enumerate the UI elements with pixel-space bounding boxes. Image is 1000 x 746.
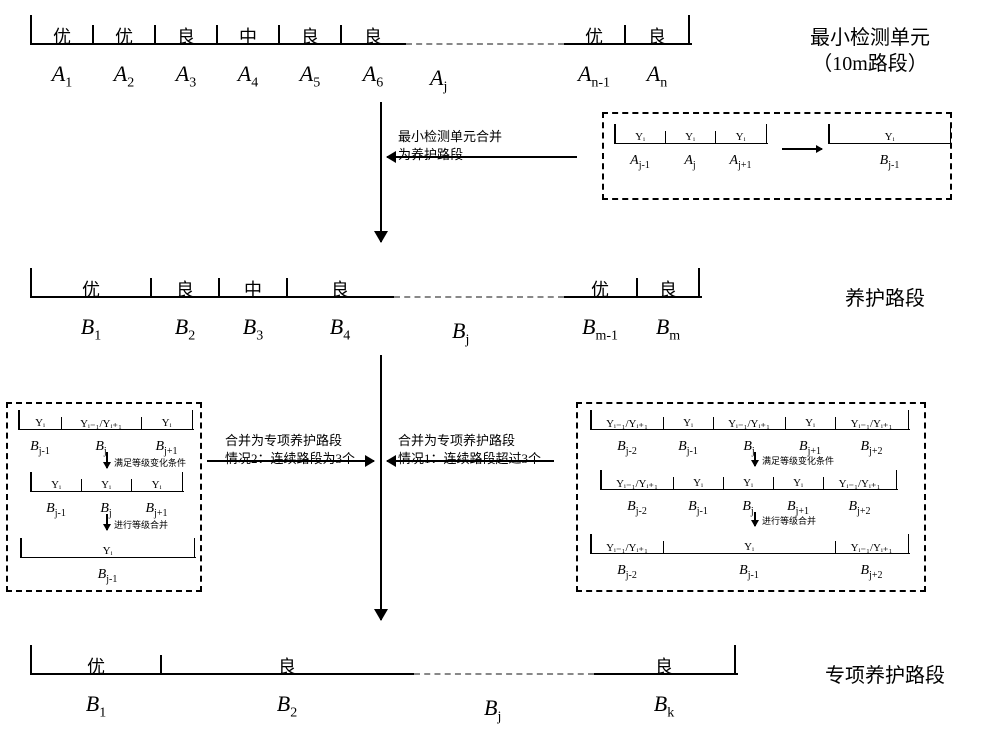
segment: 良A3	[156, 25, 218, 43]
stage1-bar-main: 优A1优A2良A3中A4良A5良A6	[30, 15, 406, 45]
stage2-bar-tail: 优Bm-1良Bm	[564, 268, 702, 298]
box2-note1: 满足等级变化条件	[114, 456, 186, 469]
segment: 中B3	[220, 278, 288, 296]
segment: YᵢBj-1	[22, 545, 194, 557]
segment: YᵢBj+1	[132, 479, 182, 491]
segment: YᵢBj	[724, 477, 774, 489]
box1-arrow	[782, 148, 822, 150]
segment: YᵢBj-1	[664, 541, 836, 553]
segment: 良A6	[342, 25, 404, 43]
arrow-2-3-lbl-L: 合并为专项养护路段情况2：连续路段为3个	[225, 432, 355, 468]
segment: YᵢBj-1	[20, 417, 62, 429]
stage3-bar-main: 优B1良B2	[30, 645, 414, 675]
segment: 良B2	[152, 278, 220, 296]
segment: 中A4	[218, 25, 280, 43]
segment: YᵢBj-1	[674, 477, 724, 489]
segment: YᵢBj-1	[830, 131, 950, 143]
segment: YᵢBj+1	[142, 417, 192, 429]
segment: YᵢAj-1	[616, 131, 666, 143]
segment: 良B2	[162, 655, 412, 673]
stage3-bar-tail: 良Bk	[594, 645, 738, 675]
stage2-bar-main: 优B1良B2中B3良B4	[30, 268, 394, 298]
stage1-gap	[406, 43, 564, 45]
segment: 良Bm	[638, 278, 698, 296]
segment: YᵢBj-1	[664, 417, 714, 429]
segment: YᵢAj+1	[716, 131, 766, 143]
segment: Yᵢ₋₁/Yᵢ₊₁Bj+2	[836, 417, 908, 429]
arrow-1-2-label: 最小检测单元合并 为养护路段	[398, 128, 502, 164]
segment: 良A5	[280, 25, 342, 43]
stage2-gap-label: Bj	[452, 318, 469, 348]
stage1-bar-tail: 优An-1良An	[564, 15, 692, 45]
segment: YᵢBj+1	[786, 417, 836, 429]
stage3-gap-label: Bj	[484, 695, 501, 725]
segment: YᵢBj-1	[32, 479, 82, 491]
segment: Yᵢ₋₁/Yᵢ₊₁Bj-2	[592, 417, 664, 429]
stage3-gap	[414, 673, 594, 675]
box-case1: Yᵢ₋₁/Yᵢ₊₁Bj-2YᵢBj-1Yᵢ₋₁/Yᵢ₊₁BjYᵢBj+1Yᵢ₋₁…	[576, 402, 926, 592]
segment: 优Bm-1	[564, 278, 638, 296]
arrow-1-2	[380, 102, 382, 242]
stage2-label: 养护路段	[815, 286, 955, 312]
segment: 优A2	[94, 25, 156, 43]
box2-note2: 进行等级合并	[114, 518, 168, 531]
segment: 良B4	[288, 278, 392, 296]
segment: Yᵢ₋₁/Yᵢ₊₁Bj-2	[592, 541, 664, 553]
segment: Yᵢ₋₁/Yᵢ₊₁Bj+2	[824, 477, 896, 489]
segment: 良Bk	[594, 655, 734, 673]
segment: 优B1	[32, 278, 152, 296]
stage3-label: 专项养护路段	[795, 663, 975, 689]
segment: YᵢBj+1	[774, 477, 824, 489]
segment: Yᵢ₋₁/Yᵢ₊₁Bj+2	[836, 541, 908, 553]
box-merge-A: YᵢAj-1YᵢAjYᵢAj+1 YᵢBj-1	[602, 112, 952, 200]
stage2-gap	[394, 296, 564, 298]
box3-note1: 满足等级变化条件	[762, 454, 834, 467]
stage1-label: 最小检测单元（10m路段）	[780, 25, 960, 77]
box3-note2: 进行等级合并	[762, 514, 816, 527]
arrow-2-3-lbl-R: 合并为专项养护路段情况1：连续路段超过3个	[398, 432, 541, 468]
segment: 良An	[626, 25, 688, 43]
box-case2: YᵢBj-1Yᵢ₋₁/Yᵢ₊₁BjYᵢBj+1 满足等级变化条件 YᵢBj-1Y…	[6, 402, 202, 592]
segment: YᵢAj	[666, 131, 716, 143]
segment: Yᵢ₋₁/Yᵢ₊₁Bj	[62, 417, 142, 429]
segment: Yᵢ₋₁/Yᵢ₊₁Bj	[714, 417, 786, 429]
segment: 优B1	[32, 655, 162, 673]
segment: 优An-1	[564, 25, 626, 43]
segment: YᵢBj	[82, 479, 132, 491]
arrow-2-3	[380, 355, 382, 620]
segment: 优A1	[32, 25, 94, 43]
stage1-gap-label: Aj	[430, 65, 447, 95]
segment: Yᵢ₋₁/Yᵢ₊₁Bj-2	[602, 477, 674, 489]
